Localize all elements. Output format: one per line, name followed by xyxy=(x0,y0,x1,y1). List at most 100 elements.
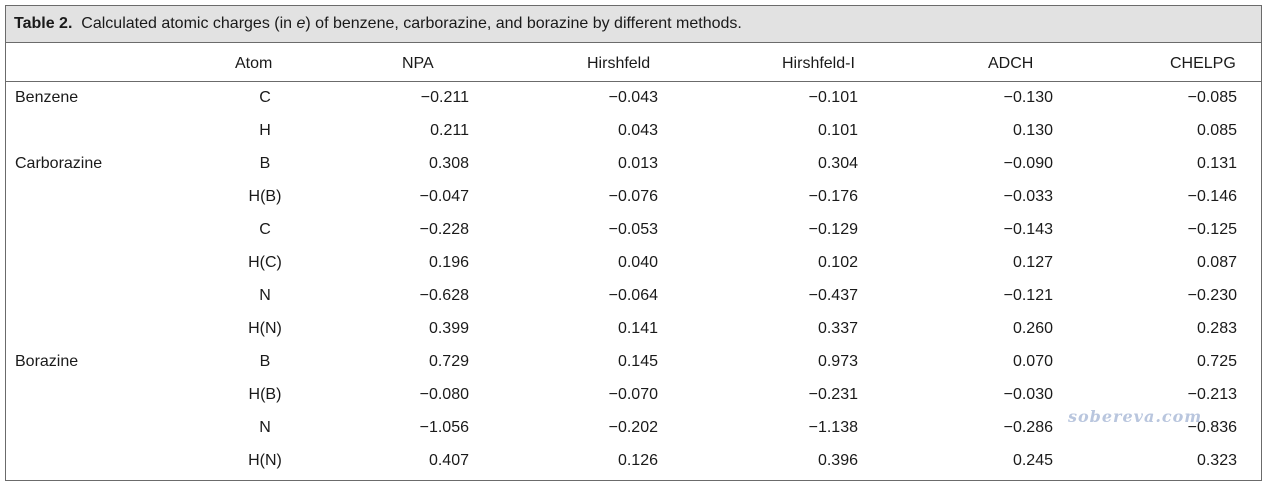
charge-value: 0.196 xyxy=(428,254,469,271)
table-row: Borazine B 0.729 0.145 0.973 0.070 0.725 xyxy=(6,346,1261,379)
table-row: H(N) 0.399 0.141 0.337 0.260 0.283 xyxy=(6,313,1261,346)
charge-value: −0.213 xyxy=(1187,386,1237,403)
caption-text-start: Calculated atomic charges (in xyxy=(81,15,297,32)
charge-value: −1.056 xyxy=(419,419,469,436)
charge-value: 0.396 xyxy=(817,452,858,469)
caption-text-end: ) of benzene, carborazine, and borazine … xyxy=(305,15,742,32)
charge-value: −0.125 xyxy=(1187,221,1237,238)
charge-value: 0.131 xyxy=(1196,155,1237,172)
charge-value: 0.141 xyxy=(617,320,658,337)
charge-value: −0.286 xyxy=(1003,419,1053,436)
table-row: N −1.056 −0.202 −1.138 −0.286 −0.836 xyxy=(6,412,1261,445)
header-chelpg: CHELPG xyxy=(1170,55,1236,72)
charge-value: −0.130 xyxy=(1003,89,1053,106)
charge-value: 0.126 xyxy=(617,452,658,469)
atom-label: H(B) xyxy=(248,386,282,403)
charge-value: −0.070 xyxy=(608,386,658,403)
table-row: C −0.228 −0.053 −0.129 −0.143 −0.125 xyxy=(6,214,1261,247)
molecule-name: Borazine xyxy=(15,353,79,370)
atom-label: N xyxy=(259,287,271,304)
charge-value: −0.047 xyxy=(419,188,469,205)
table-row: H(B) −0.080 −0.070 −0.231 −0.030 −0.213 xyxy=(6,379,1261,412)
charge-value: 0.040 xyxy=(617,254,658,271)
atom-label: H(N) xyxy=(248,320,282,337)
table-row: H 0.211 0.043 0.101 0.130 0.085 xyxy=(6,115,1261,148)
charge-value: −0.101 xyxy=(808,89,858,106)
atom-label: B xyxy=(259,155,271,172)
charge-value: 0.337 xyxy=(817,320,858,337)
charge-value: 0.304 xyxy=(817,155,858,172)
charge-value: 0.260 xyxy=(1012,320,1053,337)
charge-value: 0.013 xyxy=(617,155,658,172)
atom-label: C xyxy=(259,89,271,106)
charge-value: 0.127 xyxy=(1012,254,1053,271)
charge-value: −1.138 xyxy=(808,419,858,436)
charge-value: −0.064 xyxy=(608,287,658,304)
charge-value: 0.308 xyxy=(428,155,469,172)
charge-value: 0.323 xyxy=(1196,452,1237,469)
table-frame: Table 2. Calculated atomic charges (in e… xyxy=(5,5,1262,481)
table-caption: Table 2. Calculated atomic charges (in e… xyxy=(14,15,742,33)
charge-value: −0.228 xyxy=(419,221,469,238)
table-row: H(C) 0.196 0.040 0.102 0.127 0.087 xyxy=(6,247,1261,280)
charge-value: 0.211 xyxy=(430,122,469,139)
charge-value: −0.211 xyxy=(420,89,469,106)
caption-bar: Table 2. Calculated atomic charges (in e… xyxy=(6,6,1261,43)
charge-value: −0.146 xyxy=(1187,188,1237,205)
charge-value: −0.033 xyxy=(1003,188,1053,205)
table-row: Benzene C −0.211 −0.043 −0.101 −0.130 −0.085 xyxy=(6,82,1261,115)
charge-value: −0.080 xyxy=(419,386,469,403)
charge-value: −0.090 xyxy=(1003,155,1053,172)
charge-value: 0.283 xyxy=(1196,320,1237,337)
molecule-name: Carborazine xyxy=(15,155,103,172)
charge-value: 0.070 xyxy=(1012,353,1053,370)
charge-value: 0.399 xyxy=(428,320,469,337)
header-adch: ADCH xyxy=(988,55,1034,72)
atom-label: N xyxy=(259,419,271,436)
atom-label: B xyxy=(259,353,271,370)
charge-value: −0.085 xyxy=(1187,89,1237,106)
charge-value: −0.836 xyxy=(1187,419,1237,436)
charge-value: 0.245 xyxy=(1012,452,1053,469)
charge-value: −0.043 xyxy=(608,89,658,106)
charge-value: 0.130 xyxy=(1012,122,1053,139)
charge-value: −0.076 xyxy=(608,188,658,205)
atom-label: C xyxy=(259,221,271,238)
header-hirshfeld-i: Hirshfeld-I xyxy=(782,55,855,72)
atom-label: H(C) xyxy=(248,254,282,271)
atom-label: H xyxy=(259,122,271,139)
charge-value: −0.176 xyxy=(808,188,858,205)
charge-value: 0.973 xyxy=(817,353,858,370)
charge-value: 0.101 xyxy=(817,122,858,139)
caption-unit: e xyxy=(296,15,306,32)
watermark-text: sobereva.com xyxy=(1068,407,1203,426)
caption-label: Table 2. xyxy=(14,15,73,32)
table-row: H(N) 0.407 0.126 0.396 0.245 0.323 xyxy=(6,445,1261,478)
table-header-row: Atom NPA Hirshfeld Hirshfeld-I ADCH CHEL… xyxy=(6,43,1261,82)
charge-value: 0.043 xyxy=(617,122,658,139)
charge-value: 0.102 xyxy=(817,254,858,271)
charge-value: −0.053 xyxy=(608,221,658,238)
header-npa: NPA xyxy=(402,55,434,72)
charge-value: 0.145 xyxy=(617,353,658,370)
charge-value: −0.628 xyxy=(419,287,469,304)
charge-value: 0.407 xyxy=(428,452,469,469)
table-row: H(B) −0.047 −0.076 −0.176 −0.033 −0.146 xyxy=(6,181,1261,214)
header-atom: Atom xyxy=(235,55,273,72)
charge-value: 0.085 xyxy=(1196,122,1237,139)
atom-label: H(B) xyxy=(248,188,282,205)
charge-value: −0.129 xyxy=(808,221,858,238)
table-row: Carborazine B 0.308 0.013 0.304 −0.090 0.131 xyxy=(6,148,1261,181)
charge-value: −0.230 xyxy=(1187,287,1237,304)
header-hirshfeld: Hirshfeld xyxy=(587,55,651,72)
molecule-name: Benzene xyxy=(15,89,79,106)
charge-value: −0.231 xyxy=(808,386,858,403)
table-row: N −0.628 −0.064 −0.437 −0.121 −0.230 xyxy=(6,280,1261,313)
charge-value: −0.030 xyxy=(1003,386,1053,403)
charge-value: 0.725 xyxy=(1196,353,1237,370)
charge-value: −0.121 xyxy=(1003,287,1053,304)
charge-value: 0.087 xyxy=(1196,254,1237,271)
charge-value: 0.729 xyxy=(428,353,469,370)
charge-value: −0.143 xyxy=(1003,221,1053,238)
atom-label: H(N) xyxy=(248,452,282,469)
